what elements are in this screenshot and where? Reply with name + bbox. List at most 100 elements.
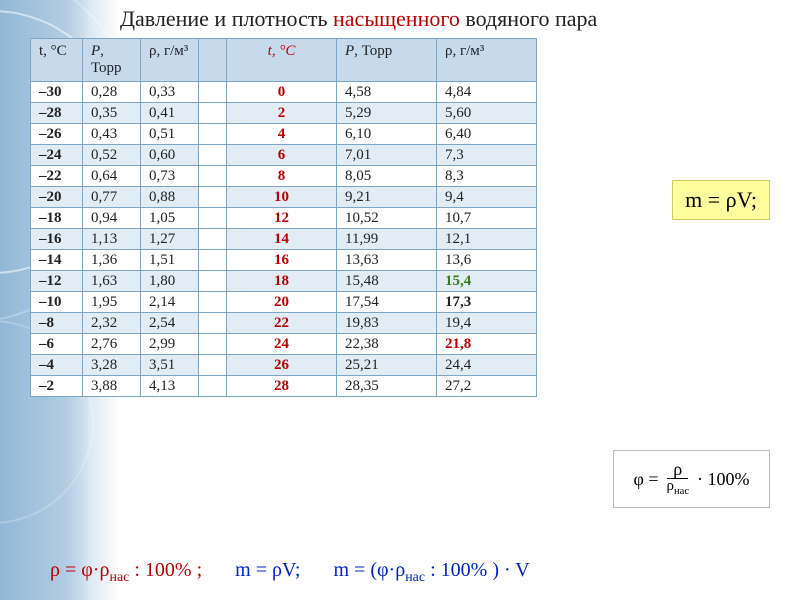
- cell: –14: [31, 250, 83, 271]
- cell: 3,51: [141, 355, 199, 376]
- cell: 10: [227, 187, 337, 208]
- cell: 16: [227, 250, 337, 271]
- table-row: –300,280,3304,584,84: [31, 82, 537, 103]
- bottom-f3: m = (φ·ρнас : 100% ) · V: [334, 559, 530, 581]
- table-row: –280,350,4125,295,60: [31, 103, 537, 124]
- cell: 3,88: [83, 376, 141, 397]
- bottom-formulas: ρ = φ·ρнас : 100% ; m = ρV; m = (φ·ρнас …: [50, 559, 530, 586]
- cell: [199, 355, 227, 376]
- phi-tail: · 100%: [697, 469, 750, 490]
- cell: 28,35: [337, 376, 437, 397]
- cell: –28: [31, 103, 83, 124]
- table-body: –300,280,3304,584,84–280,350,4125,295,60…: [31, 82, 537, 397]
- cell: 27,2: [437, 376, 537, 397]
- cell: 5,29: [337, 103, 437, 124]
- cell: 15,4: [437, 271, 537, 292]
- cell: 0,52: [83, 145, 141, 166]
- table-row: –200,770,88109,219,4: [31, 187, 537, 208]
- col-t1: t, °C: [31, 39, 83, 82]
- cell: 0,94: [83, 208, 141, 229]
- cell: 4,84: [437, 82, 537, 103]
- cell: 6,40: [437, 124, 537, 145]
- col-rho2: ρ, г/м³: [437, 39, 537, 82]
- cell: 0: [227, 82, 337, 103]
- cell: 3,28: [83, 355, 141, 376]
- cell: 4: [227, 124, 337, 145]
- title-pre: Давление и плотность: [120, 6, 333, 31]
- cell: 13,63: [337, 250, 437, 271]
- cell: 13,6: [437, 250, 537, 271]
- cell: 22,38: [337, 334, 437, 355]
- cell: 20: [227, 292, 337, 313]
- table-row: –161,131,271411,9912,1: [31, 229, 537, 250]
- cell: 0,35: [83, 103, 141, 124]
- cell: [199, 313, 227, 334]
- cell: –26: [31, 124, 83, 145]
- cell: –12: [31, 271, 83, 292]
- table-row: –240,520,6067,017,3: [31, 145, 537, 166]
- table-row: –141,361,511613,6313,6: [31, 250, 537, 271]
- cell: 4,58: [337, 82, 437, 103]
- cell: 0,77: [83, 187, 141, 208]
- cell: 12,1: [437, 229, 537, 250]
- cell: –10: [31, 292, 83, 313]
- cell: [199, 250, 227, 271]
- cell: 1,05: [141, 208, 199, 229]
- cell: 2,32: [83, 313, 141, 334]
- cell: 2,14: [141, 292, 199, 313]
- cell: 25,21: [337, 355, 437, 376]
- cell: [199, 82, 227, 103]
- cell: 0,41: [141, 103, 199, 124]
- cell: 9,4: [437, 187, 537, 208]
- cell: 4,13: [141, 376, 199, 397]
- table-row: –23,884,13 2828,3527,2: [31, 376, 537, 397]
- cell: 8,3: [437, 166, 537, 187]
- cell: –8: [31, 313, 83, 334]
- table-row: –82,322,542219,8319,4: [31, 313, 537, 334]
- cell: 10,7: [437, 208, 537, 229]
- cell: 12: [227, 208, 337, 229]
- table-row: –43,283,512625,2124,4: [31, 355, 537, 376]
- table-row: –260,430,5146,106,40: [31, 124, 537, 145]
- cell: 6: [227, 145, 337, 166]
- cell: 1,95: [83, 292, 141, 313]
- cell: 0,64: [83, 166, 141, 187]
- cell: –20: [31, 187, 83, 208]
- cell: [199, 271, 227, 292]
- cell: 28: [227, 376, 337, 397]
- cell: 2,76: [83, 334, 141, 355]
- cell: 1,13: [83, 229, 141, 250]
- formula-mass: m = ρV;: [672, 180, 770, 220]
- cell: 19,83: [337, 313, 437, 334]
- cell: 1,63: [83, 271, 141, 292]
- cell: 0,51: [141, 124, 199, 145]
- table-row: –101,952,142017,5417,3: [31, 292, 537, 313]
- cell: 2,99: [141, 334, 199, 355]
- cell: 7,01: [337, 145, 437, 166]
- col-gap: [199, 39, 227, 82]
- cell: 5,60: [437, 103, 537, 124]
- cell: 15,48: [337, 271, 437, 292]
- cell: [199, 166, 227, 187]
- cell: [199, 145, 227, 166]
- col-t2: t, °C: [227, 39, 337, 82]
- cell: 1,36: [83, 250, 141, 271]
- table-row: –220,640,7388,058,3: [31, 166, 537, 187]
- phi-num: ρ: [667, 460, 688, 479]
- cell: [199, 376, 227, 397]
- cell: –18: [31, 208, 83, 229]
- cell: –30: [31, 82, 83, 103]
- cell: 26: [227, 355, 337, 376]
- formula-phi: φ = ρ ρнас · 100%: [613, 450, 770, 508]
- cell: [199, 103, 227, 124]
- cell: [199, 229, 227, 250]
- bottom-f2: m = ρV;: [235, 559, 300, 581]
- cell: 2,54: [141, 313, 199, 334]
- cell: –2: [31, 376, 83, 397]
- cell: –4: [31, 355, 83, 376]
- cell: 7,3: [437, 145, 537, 166]
- cell: –22: [31, 166, 83, 187]
- cell: 19,4: [437, 313, 537, 334]
- cell: 14: [227, 229, 337, 250]
- table-header-row: t, °C P,Торр ρ, г/м³ t, °C P, Торр ρ, г/…: [31, 39, 537, 82]
